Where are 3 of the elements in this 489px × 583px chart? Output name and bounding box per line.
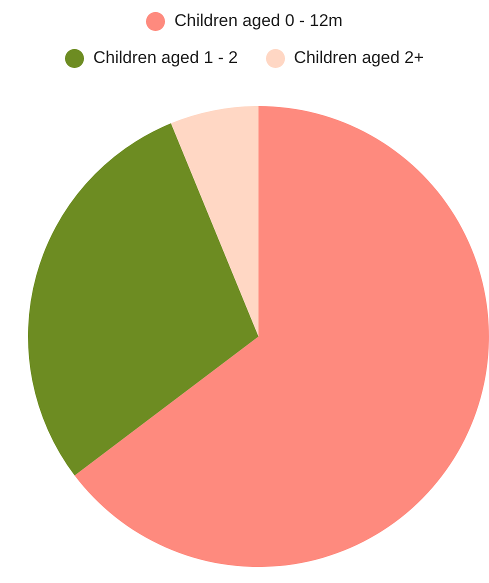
legend-label: Children aged 1 - 2 <box>93 48 238 68</box>
legend-label: Children aged 0 - 12m <box>174 11 343 31</box>
legend-label: Children aged 2+ <box>294 48 424 68</box>
